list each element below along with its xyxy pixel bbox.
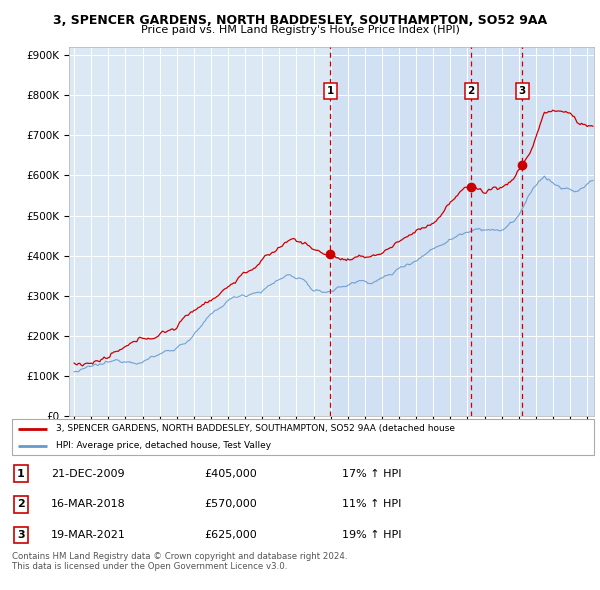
Text: 1: 1 bbox=[17, 469, 25, 478]
Text: 19-MAR-2021: 19-MAR-2021 bbox=[51, 530, 126, 540]
Text: 3: 3 bbox=[17, 530, 25, 540]
Text: 11% ↑ HPI: 11% ↑ HPI bbox=[342, 500, 401, 509]
FancyBboxPatch shape bbox=[12, 419, 594, 455]
Text: 3, SPENCER GARDENS, NORTH BADDESLEY, SOUTHAMPTON, SO52 9AA: 3, SPENCER GARDENS, NORTH BADDESLEY, SOU… bbox=[53, 14, 547, 27]
Text: 21-DEC-2009: 21-DEC-2009 bbox=[51, 469, 125, 478]
Text: 3, SPENCER GARDENS, NORTH BADDESLEY, SOUTHAMPTON, SO52 9AA (detached house: 3, SPENCER GARDENS, NORTH BADDESLEY, SOU… bbox=[56, 424, 455, 433]
Text: Price paid vs. HM Land Registry's House Price Index (HPI): Price paid vs. HM Land Registry's House … bbox=[140, 25, 460, 35]
Bar bbox=[330, 47, 600, 416]
Text: 19% ↑ HPI: 19% ↑ HPI bbox=[342, 530, 401, 540]
Text: £405,000: £405,000 bbox=[204, 469, 257, 478]
Text: 1: 1 bbox=[326, 86, 334, 96]
Text: £625,000: £625,000 bbox=[204, 530, 257, 540]
Text: Contains HM Land Registry data © Crown copyright and database right 2024.
This d: Contains HM Land Registry data © Crown c… bbox=[12, 552, 347, 571]
Text: £570,000: £570,000 bbox=[204, 500, 257, 509]
Text: 2: 2 bbox=[467, 86, 475, 96]
Text: 17% ↑ HPI: 17% ↑ HPI bbox=[342, 469, 401, 478]
Text: HPI: Average price, detached house, Test Valley: HPI: Average price, detached house, Test… bbox=[56, 441, 271, 450]
Text: 3: 3 bbox=[519, 86, 526, 96]
Text: 16-MAR-2018: 16-MAR-2018 bbox=[51, 500, 126, 509]
Text: 2: 2 bbox=[17, 500, 25, 509]
